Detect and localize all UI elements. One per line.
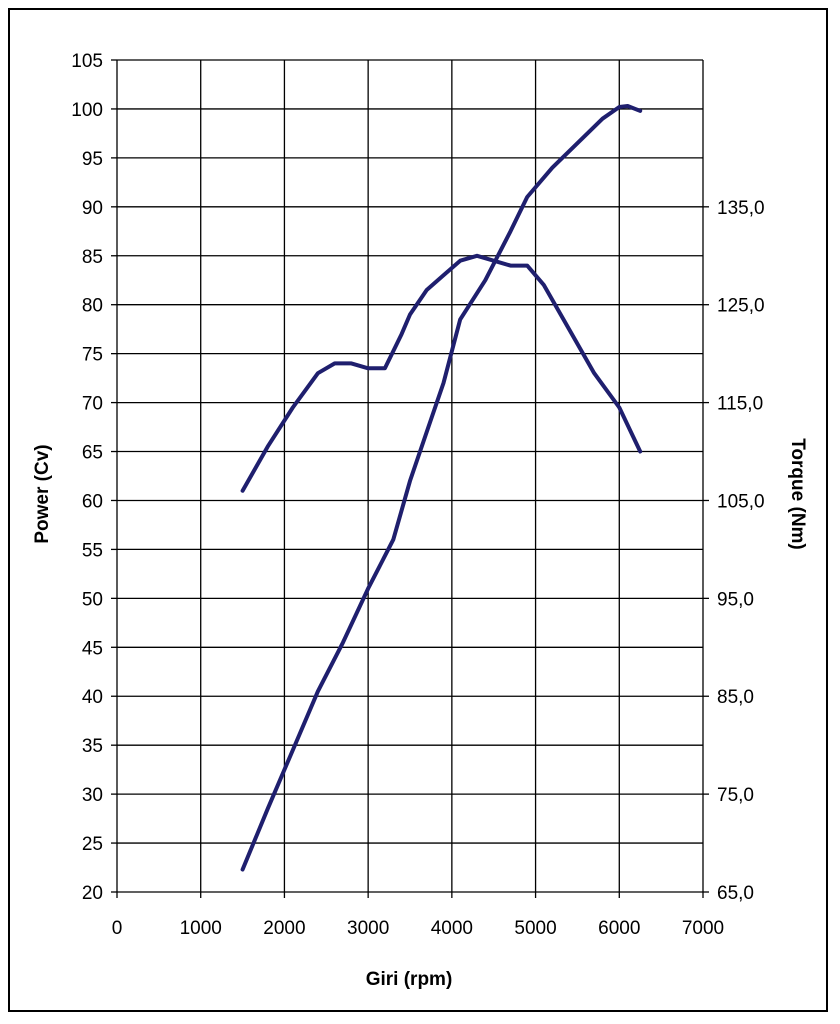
y-tick-label: 65: [82, 443, 103, 464]
y2-tick-label: 105,0: [717, 491, 765, 512]
chart-frame: [8, 8, 828, 1012]
x-tick-labels: 0 1000 2000 3000 4000 5000 6000 7000: [112, 918, 724, 939]
x-axis-title: Giri (rpm): [366, 969, 453, 990]
x-tick-label: 2000: [263, 918, 305, 939]
y-axis-title: Power (Cv): [32, 444, 53, 543]
y-tick-label: 40: [82, 687, 103, 708]
y2-axis-title: Torque (Nm): [787, 438, 808, 550]
y-tick-label: 85: [82, 247, 103, 268]
y-tick-label: 70: [82, 394, 103, 415]
x-tick-label: 7000: [682, 918, 724, 939]
grid-lines: [111, 59, 709, 898]
y-tick-label: 50: [82, 589, 103, 610]
y-tick-label: 60: [82, 491, 103, 512]
y-tick-label: 80: [82, 296, 103, 317]
y2-tick-label: 65,0: [717, 883, 754, 904]
x-tick-label: 1000: [180, 918, 222, 939]
y2-tick-label: 85,0: [717, 687, 754, 708]
x-tick-label: 4000: [431, 918, 473, 939]
y2-tick-label: 95,0: [717, 589, 754, 610]
y2-tick-label: 75,0: [717, 785, 754, 806]
x-tick-label: 3000: [347, 918, 389, 939]
x-tick-label: 5000: [514, 918, 556, 939]
y2-tick-label: 135,0: [717, 198, 765, 219]
y-tick-label: 90: [82, 198, 103, 219]
y-tick-label: 20: [82, 883, 103, 904]
y2-tick-label: 125,0: [717, 296, 765, 317]
y-tick-label: 45: [82, 638, 103, 659]
y-tick-label: 100: [71, 100, 103, 121]
power-series-line: [240, 104, 643, 872]
y2-tick-labels: 65,0 75,0 85,0 95,0 105,0 115,0 125,0 135,0: [717, 198, 765, 904]
x-tick-label: 0: [112, 918, 123, 939]
y-tick-label: 105: [71, 51, 103, 72]
y-tick-label: 25: [82, 834, 103, 855]
y-tick-label: 35: [82, 736, 103, 757]
y-tick-label: 55: [82, 540, 103, 561]
y-tick-label: 75: [82, 345, 103, 366]
series-lines: [240, 104, 643, 872]
y2-tick-label: 115,0: [717, 394, 763, 415]
y-tick-labels: 20 25 30 35 40 45 50 55 60 65 70 75 80 85 90 95 100 105: [71, 51, 103, 904]
x-tick-label: 6000: [598, 918, 640, 939]
y-tick-label: 30: [82, 785, 103, 806]
torque-series-line: [240, 253, 643, 493]
y-tick-label: 95: [82, 149, 103, 170]
